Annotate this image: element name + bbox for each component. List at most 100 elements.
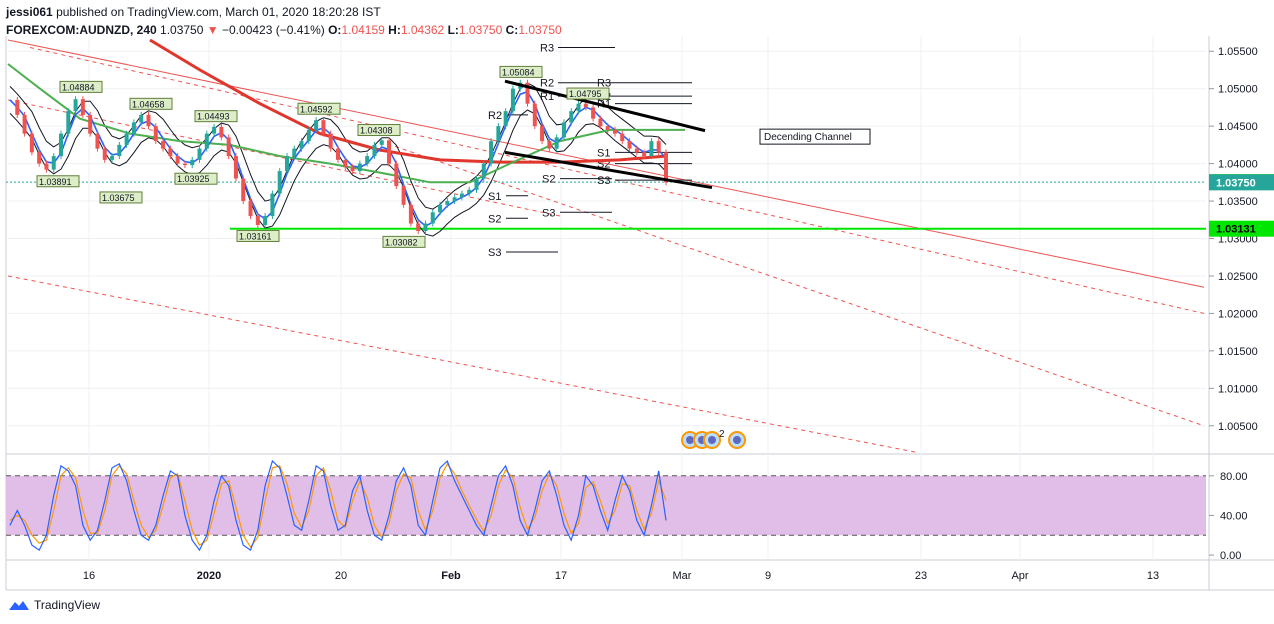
annotation-text: Decending Channel (764, 132, 852, 143)
candle-body (88, 114, 93, 134)
stoch-tick-label: 0.00 (1220, 550, 1241, 562)
brand-label: TradingView (34, 598, 101, 612)
candle-body (474, 178, 479, 190)
trend-line-dashed (7, 275, 916, 453)
candle-body (387, 140, 392, 164)
peak-label: 1.04884 (62, 82, 95, 92)
candle-body (547, 141, 552, 149)
trend-line-dashed (7, 99, 561, 217)
time-tick-label: 9 (765, 570, 771, 582)
time-tick-label: 16 (83, 570, 95, 582)
candle-body (642, 152, 647, 157)
candle-body (467, 189, 472, 194)
trough-label-box (382, 235, 426, 248)
time-axis[interactable]: 16 2020 20 Feb 17 Mar 9 23 Apr 13 (83, 570, 1159, 582)
candle-body (554, 137, 559, 149)
candle-body (15, 99, 20, 115)
candle-body (212, 126, 217, 134)
candle-body (95, 133, 100, 149)
open-label: O: (328, 23, 342, 37)
candle-body (664, 152, 668, 183)
candle-body (496, 126, 501, 142)
channel-upper-line (504, 79, 706, 133)
down-arrow-icon: ▼ (206, 23, 219, 37)
flag-icon (708, 436, 716, 444)
candle-body (627, 141, 632, 149)
candle-body (452, 197, 457, 202)
candle-body (29, 133, 34, 153)
candle-body (292, 148, 297, 157)
candle-body (510, 88, 515, 112)
price-tick-label: 1.05500 (1218, 46, 1258, 58)
price-tick-label: 1.04500 (1218, 121, 1258, 133)
tradingview-logo[interactable]: TradingView (8, 598, 100, 612)
candle-body (124, 133, 129, 145)
price-tick-label: 1.02500 (1218, 271, 1258, 283)
pivot-label: S3 (597, 175, 610, 187)
ma-red-line (149, 38, 666, 164)
published-text: published on TradingView.com, March 01, … (56, 5, 381, 19)
event-count: 2 (719, 429, 725, 440)
candle-body (591, 107, 596, 119)
pivot-label: S1 (597, 147, 610, 159)
candle-body (182, 163, 187, 166)
peak-label-box (129, 97, 173, 110)
flag-icon (733, 436, 741, 444)
price-tick-label: 1.03500 (1218, 196, 1258, 208)
candle-body (569, 111, 574, 123)
price-tick-label: 1.05000 (1218, 84, 1258, 96)
candle-body (561, 122, 566, 138)
trend-line-dashed (379, 140, 1205, 427)
last-price: 1.03750 (160, 23, 204, 37)
candle-body (357, 163, 362, 172)
candle-body (423, 223, 428, 232)
candle-body (306, 129, 311, 142)
candle-body (117, 144, 122, 157)
time-tick-label: 23 (915, 570, 927, 582)
trough-label-box (236, 229, 280, 242)
candle-body (51, 156, 56, 170)
close-label: C: (505, 23, 519, 37)
candle-body (22, 114, 27, 134)
candle-body (66, 111, 71, 134)
candle-body (416, 223, 421, 232)
price-tick-label: 1.02000 (1218, 308, 1258, 320)
price-tick-label: 1.01500 (1218, 346, 1258, 358)
descending-channel[interactable]: Decending Channel (504, 79, 871, 190)
symbol[interactable]: FOREXCOM:AUDNZD, 240 (6, 23, 157, 37)
price-change: −0.00423 (−0.41%) (222, 23, 325, 37)
peak-label-box (566, 87, 610, 100)
candle-body (525, 82, 530, 104)
high-label: H: (388, 23, 401, 37)
low-label: L: (447, 23, 459, 37)
ma-green-line (7, 63, 685, 184)
candle-body (161, 141, 166, 149)
candle-body (37, 152, 42, 164)
time-tick-label: Feb (441, 570, 461, 582)
pivot-label: R3 (597, 78, 611, 90)
candle-body (131, 122, 136, 134)
event-badges[interactable]: 2 (681, 429, 746, 449)
high-value: 1.04362 (400, 23, 445, 37)
price-axis[interactable]: 1.055001.050001.045001.040001.035001.030… (1209, 46, 1274, 433)
candle-body (649, 141, 654, 157)
pivot-label: R2 (540, 78, 554, 90)
candle-body (598, 118, 603, 127)
candle-body (248, 201, 253, 217)
candle-body (59, 133, 64, 157)
price-callouts: 1.04884 1.04658 1.04493 1.04592 1.04308 1.050… (36, 65, 610, 248)
time-tick-label: 20 (335, 570, 347, 582)
open-value: 1.04159 (341, 23, 385, 37)
candle-body (314, 120, 319, 130)
candle-body (394, 163, 399, 187)
candle-body (350, 167, 355, 172)
candle-body (153, 126, 158, 142)
time-tick-label: Apr (1011, 570, 1028, 582)
time-tick-label: Mar (673, 570, 692, 582)
candle-body (408, 204, 413, 224)
candle-body (583, 103, 588, 108)
trough-label: 1.03161 (239, 231, 272, 241)
author[interactable]: jessi061 (6, 5, 53, 19)
peak-label: 1.04592 (300, 104, 333, 114)
